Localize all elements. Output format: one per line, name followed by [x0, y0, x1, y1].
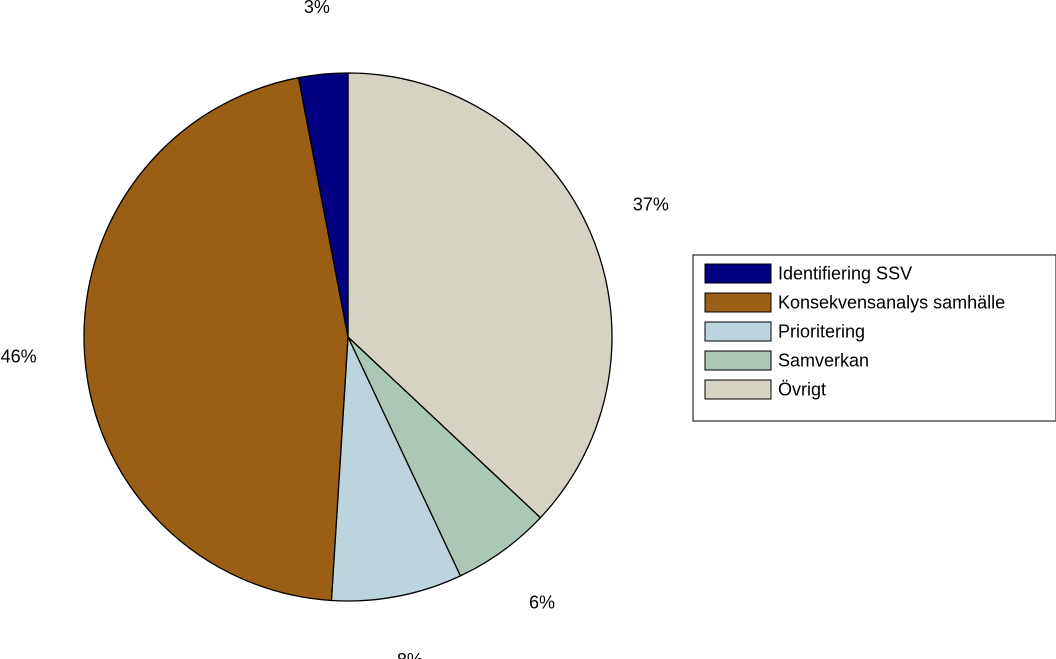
- legend-swatch-ovrigt: [704, 379, 772, 400]
- pie-label-samverkan: 6%: [529, 593, 555, 613]
- pie-slice-konsekvensanalys-samhalle: [83, 76, 349, 602]
- pie-slice-identifiering-ssv: [297, 72, 349, 338]
- pie-label-identifiering-ssv: 3%: [304, 0, 330, 17]
- pie-slice-ovrigt: [347, 72, 613, 519]
- pie-label-ovrigt: 37%: [633, 195, 669, 215]
- legend-item-identifiering-ssv: Identifiering SSV: [704, 263, 912, 284]
- pie-label-prioritering: 8%: [397, 650, 423, 659]
- pie-slice-prioritering: [330, 336, 462, 602]
- legend-swatch-konsekvensanalys-samhalle: [704, 292, 772, 313]
- legend-item-ovrigt: Övrigt: [704, 379, 826, 400]
- legend-label-ovrigt: Övrigt: [778, 379, 826, 399]
- legend-swatch-samverkan: [704, 350, 772, 371]
- legend-item-prioritering: Prioritering: [704, 321, 865, 342]
- legend-label-prioritering: Prioritering: [778, 321, 865, 341]
- pie-slices: [83, 72, 613, 602]
- pie-percent-labels: 37% 6% 8% 46% 3%: [1, 0, 669, 659]
- pie-label-konsekvensanalys-samhalle: 46%: [1, 346, 37, 366]
- legend-label-identifiering-ssv: Identifiering SSV: [778, 263, 912, 283]
- legend-swatch-prioritering: [704, 321, 772, 342]
- legend-swatch-identifiering-ssv: [704, 263, 772, 284]
- legend: Identifiering SSV Konsekvensanalys samhäl…: [692, 254, 1056, 422]
- legend-item-samverkan: Samverkan: [704, 350, 869, 371]
- legend-item-konsekvensanalys-samhalle: Konsekvensanalys samhälle: [704, 292, 1005, 313]
- legend-label-konsekvensanalys-samhalle: Konsekvensanalys samhälle: [778, 292, 1005, 312]
- legend-label-samverkan: Samverkan: [778, 350, 869, 370]
